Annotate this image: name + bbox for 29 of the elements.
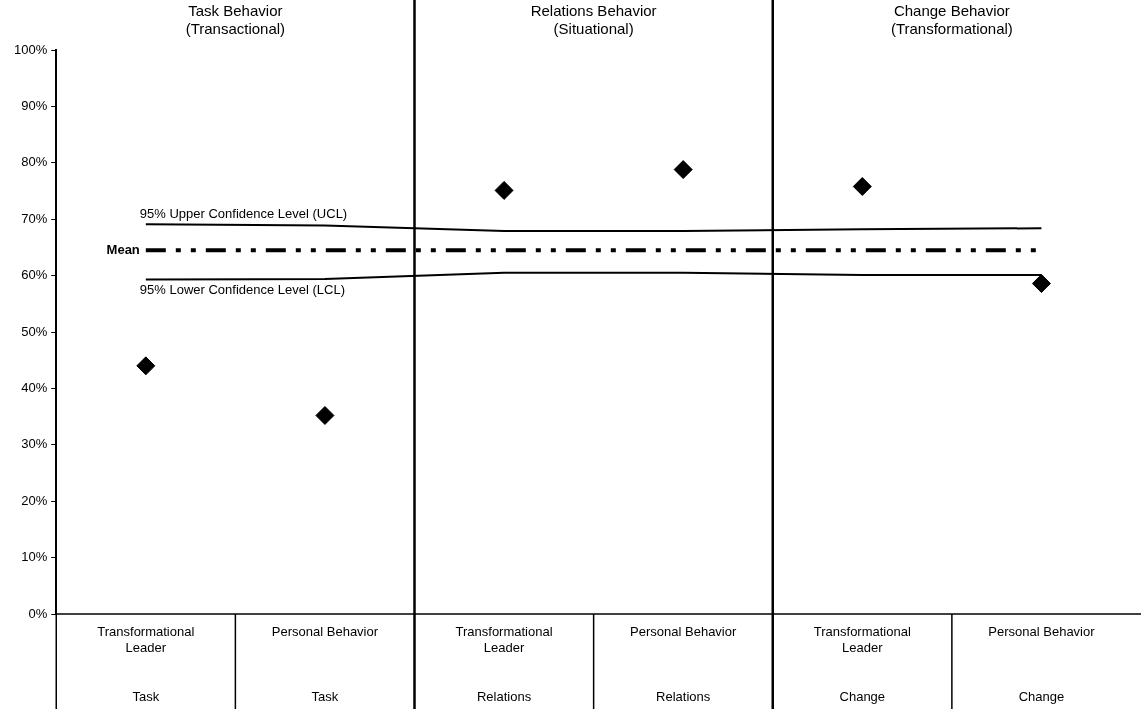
text: Change xyxy=(839,689,886,705)
series-label: 95% Lower Confidence Level (LCL) xyxy=(139,281,346,297)
y-tick-label: 40% xyxy=(21,379,48,395)
x-tick-label: Personal Behavior xyxy=(630,624,737,640)
y-tick-label: 80% xyxy=(21,154,48,170)
x-tick-label: Personal Behavior xyxy=(271,624,379,640)
x-tick-label: Personal Behavior xyxy=(988,624,1096,640)
text: Change xyxy=(1018,689,1065,705)
x-tick-label: Transformational Leader xyxy=(97,624,195,656)
text: Task xyxy=(132,689,160,705)
x-tick-label: Transformational Leader xyxy=(813,624,911,656)
ref-line-label: Mean xyxy=(106,241,140,257)
y-tick-label: 30% xyxy=(21,436,48,452)
y-tick-label: 10% xyxy=(21,549,48,565)
x-tick-label: Transformational Leader xyxy=(455,624,553,656)
text: Task xyxy=(311,689,339,705)
y-tick-label: 70% xyxy=(21,210,48,226)
text: Relations Behavior (Situational) xyxy=(530,1,657,37)
text: Relations xyxy=(656,689,711,705)
text: Task Behavior (Transactional) xyxy=(185,1,286,37)
y-tick-label: 0% xyxy=(28,605,48,621)
text: Change Behavior (Transformational) xyxy=(890,1,1013,37)
y-tick-label: 90% xyxy=(21,97,48,113)
series-label: 95% Upper Confidence Level (UCL) xyxy=(139,206,348,222)
y-tick-label: 50% xyxy=(21,323,48,339)
text: Relations xyxy=(476,689,532,705)
y-tick-label: 20% xyxy=(21,492,48,508)
y-tick-label: 100% xyxy=(14,41,48,57)
y-tick-label: 60% xyxy=(21,267,48,283)
